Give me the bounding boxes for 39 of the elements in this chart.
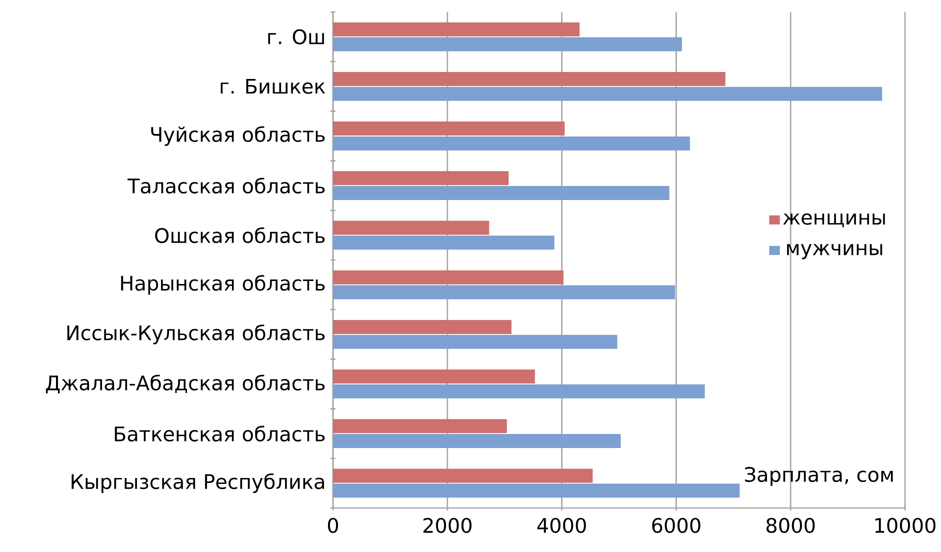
y-tick-label: Иссык-Кульская область (67, 324, 325, 344)
bar (333, 186, 670, 200)
bar (333, 384, 705, 398)
legend-label: мужчины (787, 244, 882, 260)
y-tick-label: г. Бишкек (220, 78, 326, 94)
bar (333, 419, 507, 434)
bar (333, 320, 512, 334)
y-tick-label: Нарынская область (121, 274, 325, 295)
bar (333, 86, 882, 101)
bar (333, 484, 740, 498)
x-axis-title: Зарплата, сом (745, 466, 893, 486)
bar (333, 220, 490, 235)
legend-label: женщины (783, 213, 885, 228)
bar (333, 370, 535, 384)
y-tick-label: Чуйская область (151, 126, 325, 146)
bar (333, 334, 618, 349)
bar (333, 37, 682, 52)
x-tick-label: 10000 (875, 518, 936, 534)
bar (333, 72, 726, 86)
bar (333, 136, 690, 150)
y-tick-label: Кыргызская Республика (72, 473, 324, 494)
bar (333, 122, 565, 136)
x-tick-label: 4000 (537, 518, 586, 534)
x-tick-label: 0 (328, 518, 338, 534)
y-tick-label: Таласская область (127, 178, 325, 194)
y-tick-label: Баткенская область (114, 426, 325, 442)
bar (333, 171, 509, 186)
bar (333, 468, 593, 483)
bar (333, 285, 676, 300)
bar (333, 434, 621, 448)
y-tick-label: Джалал-Абадская область (46, 374, 325, 394)
y-tick-label: г. Ош (268, 29, 324, 44)
x-tick-label: 6000 (652, 518, 700, 534)
x-tick-label: 8000 (766, 518, 815, 534)
y-tick-label: Ошская область (155, 227, 325, 244)
bar (333, 22, 580, 36)
bar (333, 236, 554, 250)
x-tick-label: 2000 (423, 518, 472, 534)
bar (333, 270, 564, 284)
